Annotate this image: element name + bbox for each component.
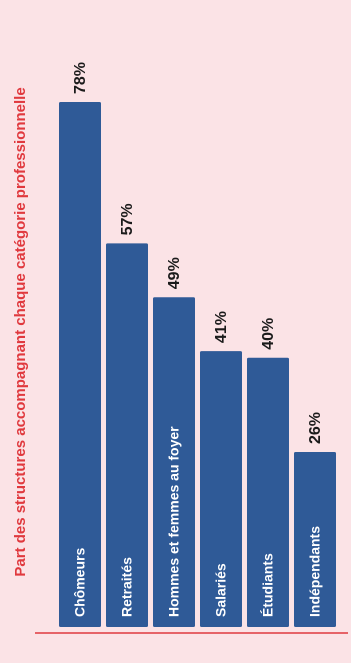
bar-category-label: Étudiants — [260, 553, 276, 617]
bar-category-label: Salariés — [213, 563, 229, 617]
bar-value-label: 57% — [119, 203, 136, 235]
bar-1 — [59, 102, 101, 627]
bars: Chômeurs 78% Retraités 57% Hommes et femmes … — [59, 62, 336, 627]
bar-5 — [247, 357, 289, 627]
bar-2 — [106, 243, 148, 627]
bar-category-label: Indépendants — [307, 526, 323, 617]
bar-category-label: Hommes et femmes au foyer — [166, 426, 182, 617]
bar-4 — [200, 351, 242, 627]
bar-category-label: Retraités — [119, 557, 135, 617]
bar-value-label: 26% — [307, 412, 324, 444]
bar-value-label: 40% — [260, 318, 277, 350]
bar-category-label: Chômeurs — [72, 548, 88, 617]
bar-6 — [294, 452, 336, 627]
chart-title: Part des structures accompagnant chaque … — [12, 87, 29, 576]
chart-title-group: Part des structures accompagnant chaque … — [12, 87, 29, 576]
bar-3 — [153, 297, 195, 627]
bar-value-label: 49% — [166, 257, 183, 289]
bar-value-label: 41% — [213, 311, 230, 343]
bar-value-label: 78% — [72, 62, 89, 94]
